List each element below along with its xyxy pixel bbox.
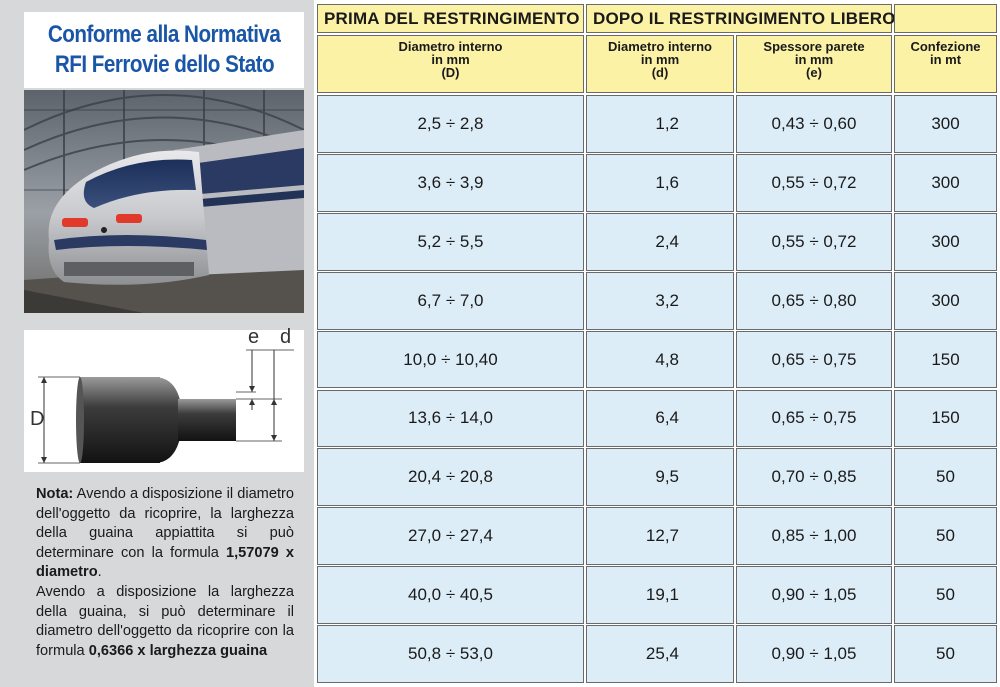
label-e: e — [248, 326, 260, 348]
cell-diameter-before: 13,6 ÷ 14,0 — [317, 389, 584, 448]
cell-packaging: 300 — [894, 212, 997, 271]
table-body: 2,5 ÷ 2,8 1,2 0,43 ÷ 0,60 300 3,6 ÷ 3,9 1,6 0,… — [317, 95, 997, 684]
cell-packaging: 50 — [894, 448, 997, 507]
cell-diameter-after: 9,5 — [586, 448, 734, 507]
column-header-D: Diametro interno in mm (D) — [317, 35, 584, 93]
cell-diameter-before: 50,8 ÷ 53,0 — [317, 625, 584, 683]
note-formula-1: 1,57079 x diametro — [36, 544, 294, 581]
cell-wall-thickness: 0,90 ÷ 1,05 — [736, 566, 892, 625]
cell-diameter-after: 4,8 — [586, 330, 734, 389]
column-header-packaging: Confezione in mt — [894, 35, 997, 93]
cell-wall-thickness: 0,65 ÷ 0,75 — [736, 389, 892, 448]
note-formula-2: 0,6366 x larghezza guaina — [88, 642, 268, 659]
cell-packaging: 50 — [894, 625, 997, 683]
cell-wall-thickness: 0,55 ÷ 0,72 — [736, 212, 892, 271]
note-text: Nota: Avendo a disposizione il diametro … — [36, 485, 294, 661]
heat-shrink-tube-diagram: e d D — [24, 326, 304, 472]
cell-packaging: 150 — [894, 389, 997, 448]
column-header-line: (e) — [806, 65, 822, 80]
label-D: D — [30, 408, 45, 430]
high-speed-train-photo — [24, 90, 304, 313]
cell-diameter-before: 6,7 ÷ 7,0 — [317, 271, 584, 330]
cell-wall-thickness: 0,70 ÷ 0,85 — [736, 448, 892, 507]
cell-diameter-after: 1,2 — [586, 95, 734, 153]
column-header-line: (D) — [441, 65, 460, 80]
note-lead: Nota: — [36, 486, 74, 502]
cell-diameter-after: 2,4 — [586, 212, 734, 271]
note-part1: Avendo a disposizione il diametro dell'o… — [36, 486, 294, 561]
cell-packaging: 50 — [894, 507, 997, 566]
cell-wall-thickness: 0,65 ÷ 0,80 — [736, 271, 892, 330]
cell-diameter-before: 3,6 ÷ 3,9 — [317, 153, 584, 212]
cell-wall-thickness: 0,55 ÷ 0,72 — [736, 153, 892, 212]
cell-diameter-before: 20,4 ÷ 20,8 — [317, 448, 584, 507]
note-part2: . — [97, 564, 102, 581]
column-header-d: Diametro interno in mm (d) — [586, 35, 734, 93]
column-header-line: Diametro interno — [398, 39, 503, 54]
cell-diameter-before: 10,0 ÷ 10,40 — [317, 330, 584, 389]
column-header-line: in mt — [929, 52, 962, 67]
cell-wall-thickness: 0,65 ÷ 0,75 — [736, 330, 892, 389]
header-before-shrink: PRIMA DEL RESTRINGIMENTO — [317, 4, 584, 33]
cell-wall-thickness: 0,85 ÷ 1,00 — [736, 507, 892, 566]
column-header-e: Spessore parete in mm (e) — [736, 35, 892, 93]
cell-wall-thickness: 0,90 ÷ 1,05 — [736, 625, 892, 683]
cell-packaging: 50 — [894, 566, 997, 625]
column-header-line: (d) — [651, 65, 669, 80]
header-empty — [894, 4, 997, 33]
title-line-2: RFI Ferrovie dello Stato — [54, 51, 274, 78]
column-header-line: Confezione — [910, 39, 981, 54]
header-after-shrink: DOPO IL RESTRINGIMENTO LIBERO — [586, 4, 896, 33]
cell-packaging: 150 — [894, 330, 997, 389]
compliance-title: Conforme alla Normativa RFI Ferrovie del… — [24, 12, 304, 88]
cell-diameter-after: 12,7 — [586, 507, 734, 566]
cell-packaging: 300 — [894, 271, 997, 330]
note-part3: Avendo a disposizione la larghezza della… — [36, 583, 294, 659]
column-header-line: Diametro interno — [607, 39, 712, 54]
column-header-line: in mm — [431, 52, 470, 67]
cell-diameter-after: 25,4 — [586, 625, 734, 683]
column-header-line: in mm — [794, 52, 834, 67]
cell-diameter-after: 19,1 — [586, 566, 734, 625]
specs-table: PRIMA DEL RESTRINGIMENTO DOPO IL RESTRIN… — [317, 4, 997, 684]
cell-packaging: 300 — [894, 153, 997, 212]
cell-diameter-before: 2,5 ÷ 2,8 — [317, 95, 584, 153]
column-header-line: in mm — [640, 52, 680, 67]
header-group-row: PRIMA DEL RESTRINGIMENTO DOPO IL RESTRIN… — [317, 4, 997, 33]
cell-diameter-after: 3,2 — [586, 271, 734, 330]
title-line-1: Conforme alla Normativa — [47, 21, 281, 48]
column-header-line: Spessore parete — [763, 39, 865, 54]
info-sidebar: Conforme alla Normativa RFI Ferrovie del… — [0, 0, 314, 687]
cell-diameter-before: 27,0 ÷ 27,4 — [317, 507, 584, 566]
cell-wall-thickness: 0,43 ÷ 0,60 — [736, 95, 892, 153]
header-column-row: Diametro interno in mm (D) Diametro inte… — [317, 35, 997, 93]
cell-diameter-after: 6,4 — [586, 389, 734, 448]
label-d: d — [280, 326, 292, 348]
cell-diameter-after: 1,6 — [586, 153, 734, 212]
cell-diameter-before: 5,2 ÷ 5,5 — [317, 212, 584, 271]
cell-diameter-before: 40,0 ÷ 40,5 — [317, 566, 584, 625]
cell-packaging: 300 — [894, 95, 997, 153]
